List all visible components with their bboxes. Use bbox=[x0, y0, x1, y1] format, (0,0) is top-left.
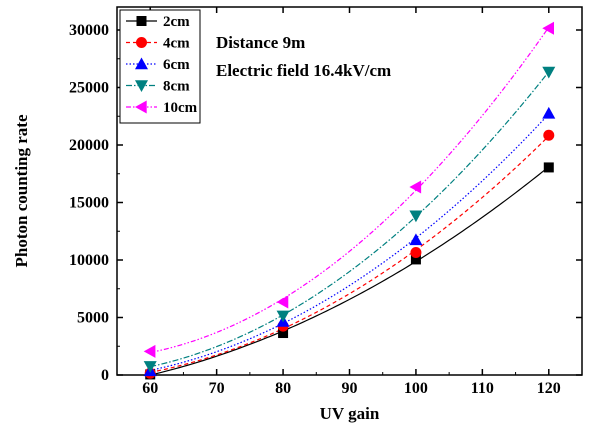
data-point-4cm bbox=[543, 130, 554, 141]
y-tick-label: 20000 bbox=[69, 137, 109, 154]
x-tick-label: 110 bbox=[471, 380, 494, 397]
legend-label-10cm: 10cm bbox=[163, 100, 198, 116]
x-tick-label: 120 bbox=[537, 380, 561, 397]
data-point-4cm bbox=[410, 247, 421, 258]
legend-label-2cm: 2cm bbox=[163, 14, 190, 30]
annotation-distance: Distance 9m bbox=[216, 33, 305, 52]
data-point-6cm bbox=[542, 107, 555, 119]
y-tick-label: 15000 bbox=[69, 195, 109, 212]
y-tick-label: 10000 bbox=[69, 252, 109, 269]
annotation-field: Electric field 16.4kV/cm bbox=[216, 61, 391, 80]
y-axis-label: Photon counting rate bbox=[12, 114, 31, 267]
y-tick-label: 0 bbox=[101, 367, 109, 384]
series-line-6cm bbox=[150, 114, 549, 370]
y-tick-label: 25000 bbox=[69, 80, 109, 97]
data-point-10cm bbox=[277, 295, 289, 308]
data-point-10cm bbox=[542, 22, 554, 35]
data-point-8cm bbox=[277, 311, 290, 323]
y-tick-label: 5000 bbox=[77, 310, 109, 327]
legend-label-6cm: 6cm bbox=[163, 57, 190, 73]
x-tick-label: 100 bbox=[404, 380, 428, 397]
series-line-8cm bbox=[150, 72, 549, 367]
data-point-2cm bbox=[544, 162, 554, 172]
x-tick-label: 70 bbox=[209, 380, 225, 397]
legend-marker-4cm bbox=[136, 37, 147, 48]
data-point-10cm bbox=[409, 180, 421, 193]
x-axis-label: UV gain bbox=[320, 404, 380, 423]
legend-label-4cm: 4cm bbox=[163, 36, 190, 52]
legend-marker-2cm bbox=[137, 16, 147, 26]
data-point-10cm bbox=[144, 345, 156, 358]
series-line-4cm bbox=[150, 136, 549, 372]
legend-label-8cm: 8cm bbox=[163, 79, 190, 95]
x-tick-label: 80 bbox=[275, 380, 291, 397]
x-tick-label: 60 bbox=[142, 380, 158, 397]
x-tick-label: 90 bbox=[342, 380, 358, 397]
y-tick-label: 30000 bbox=[69, 22, 109, 39]
legend: 2cm 4cm 6cm 8cm 10cm bbox=[120, 10, 200, 123]
